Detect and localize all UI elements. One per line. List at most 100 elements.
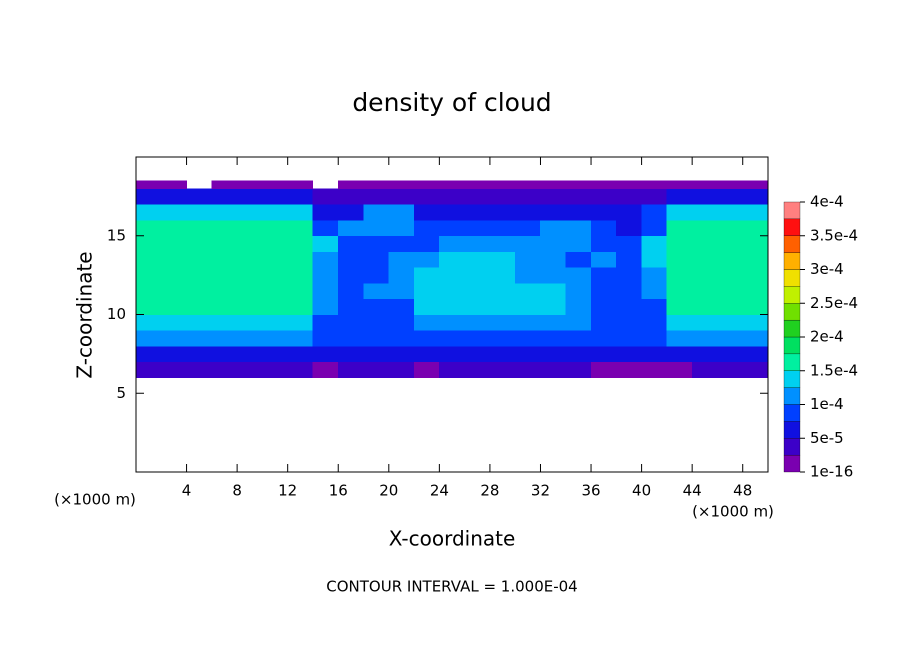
x-tick-label: 36	[581, 482, 600, 500]
contour-cell	[439, 330, 465, 347]
contour-cell	[616, 204, 642, 221]
contour-cell	[363, 235, 390, 252]
contour-cell	[439, 345, 465, 362]
chart-title: density of cloud	[352, 88, 551, 117]
contour-cell	[590, 188, 617, 205]
contour-cell	[439, 361, 465, 378]
contour-cell	[312, 298, 339, 315]
contour-cell	[211, 345, 238, 362]
contour-cell	[717, 330, 743, 347]
contour-cell	[717, 345, 743, 362]
colorbar-tick-label: 2e-4	[810, 328, 844, 346]
contour-cell	[135, 235, 162, 252]
colorbar-tick-label: 3e-4	[810, 260, 844, 278]
contour-cell	[666, 219, 693, 236]
contour-cell	[489, 330, 516, 347]
contour-cell	[641, 219, 668, 236]
contour-cell	[262, 267, 288, 284]
contour-cell	[236, 361, 263, 378]
contour-cell	[388, 345, 415, 362]
contour-cell	[742, 251, 769, 268]
contour-cell	[464, 345, 491, 362]
contour-cell	[489, 188, 516, 205]
contour-cell	[666, 298, 693, 315]
y-axis-label: Z-coordinate	[73, 251, 97, 378]
contour-cell	[236, 219, 263, 236]
contour-cell	[691, 314, 718, 331]
x-tick-label: 44	[683, 482, 702, 500]
colorbar-band	[783, 404, 801, 422]
contour-cell	[287, 330, 314, 347]
contour-cell	[514, 314, 541, 331]
colorbar-band	[783, 336, 801, 355]
contour-cell	[641, 235, 668, 252]
contour-cell	[641, 188, 668, 205]
colorbar-band	[783, 201, 801, 220]
contour-cell	[388, 298, 415, 315]
contour-cell	[337, 204, 364, 221]
contour-cell	[363, 314, 390, 331]
contour-cell	[514, 345, 541, 362]
contour-cell	[262, 298, 288, 315]
contour-cell	[691, 330, 718, 347]
contour-cell	[717, 204, 743, 221]
contour-cell	[514, 267, 541, 284]
contour-cell	[388, 219, 415, 236]
contour-cell	[641, 267, 668, 284]
contour-cell	[161, 188, 187, 205]
contour-cell	[439, 251, 465, 268]
contour-cell	[691, 235, 718, 252]
contour-cell	[489, 219, 516, 236]
contour-cell	[186, 298, 213, 315]
contour-cell	[514, 330, 541, 347]
contour-cell	[464, 251, 491, 268]
contour-cell	[388, 330, 415, 347]
contour-cell	[287, 219, 314, 236]
contour-cell	[413, 188, 440, 205]
contour-cell	[262, 314, 288, 331]
contour-cell	[337, 180, 364, 189]
contour-cell	[312, 282, 339, 299]
contour-cell	[262, 330, 288, 347]
contour-cell	[590, 267, 617, 284]
contour-cell	[186, 267, 213, 284]
contour-cell	[363, 267, 390, 284]
contour-cell	[616, 345, 642, 362]
contour-cell	[565, 314, 592, 331]
contour-cell	[565, 180, 592, 189]
contour-cell	[363, 219, 390, 236]
x-unit-label: (×1000 m)	[692, 503, 774, 521]
contour-cell	[287, 204, 314, 221]
contour-cell	[287, 267, 314, 284]
x-tick-label: 12	[278, 482, 297, 500]
colorbar-tick-label: 5e-5	[810, 429, 844, 447]
contour-cell	[337, 282, 364, 299]
field	[135, 180, 769, 378]
contour-cell	[540, 188, 567, 205]
colorbar-band	[783, 235, 801, 253]
contour-cell	[262, 204, 288, 221]
contour-cell	[691, 282, 718, 299]
contour-cell	[717, 314, 743, 331]
contour-cell	[135, 188, 162, 205]
contour-cell	[388, 361, 415, 378]
contour-cell	[742, 204, 769, 221]
contour-cell	[514, 188, 541, 205]
colorbar-band	[783, 353, 801, 371]
contour-cell	[211, 219, 238, 236]
contour-cell	[590, 314, 617, 331]
contour-cell	[161, 180, 187, 189]
contour-cell	[717, 180, 743, 189]
colorbar-band	[783, 370, 801, 388]
contour-cell	[337, 235, 364, 252]
contour-cell	[337, 314, 364, 331]
contour-cell	[287, 298, 314, 315]
contour-cell	[312, 251, 339, 268]
contour-cell	[464, 219, 491, 236]
contour-cell	[514, 235, 541, 252]
contour-cell	[312, 267, 339, 284]
contour-cell	[211, 251, 238, 268]
contour-cell	[312, 204, 339, 221]
x-tick-label: 48	[733, 482, 752, 500]
contour-cell	[211, 267, 238, 284]
